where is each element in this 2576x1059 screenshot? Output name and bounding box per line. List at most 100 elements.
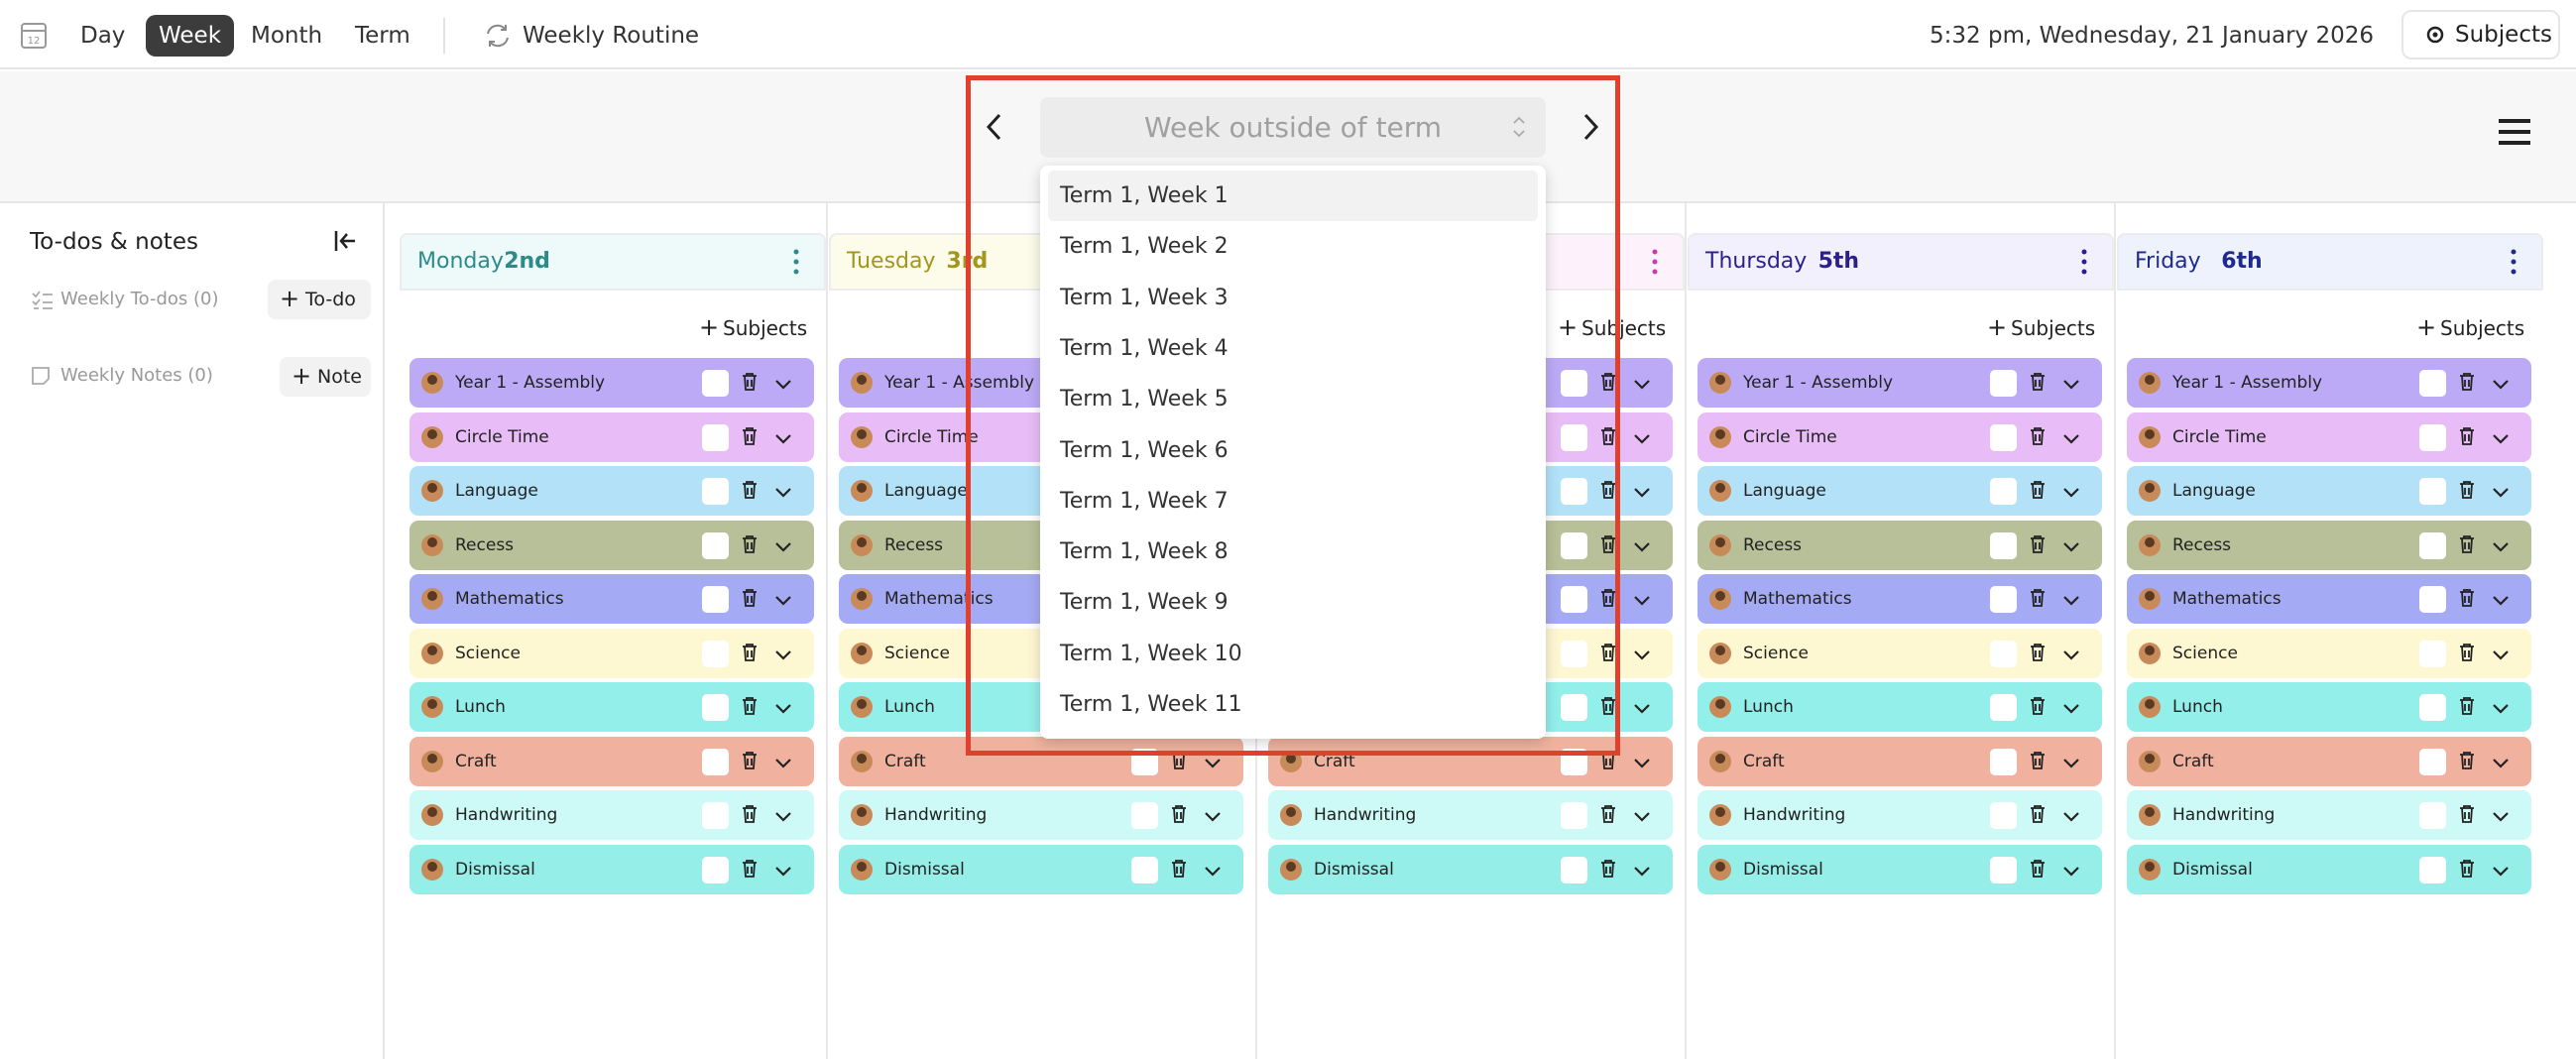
delete-icon[interactable] [2458,696,2476,720]
checkbox[interactable] [1131,802,1158,829]
week-option[interactable]: Term 1, Week 1 [1048,171,1538,221]
expand-icon[interactable] [2492,592,2510,611]
delete-icon[interactable] [1599,480,1617,504]
checkbox[interactable] [1990,748,2017,775]
checkbox[interactable] [702,478,729,505]
checkbox[interactable] [2419,586,2446,613]
expand-icon[interactable] [2062,647,2080,665]
expand-icon[interactable] [774,647,792,665]
expand-icon[interactable] [2062,808,2080,827]
expand-icon[interactable] [1633,538,1651,557]
expand-icon[interactable] [1633,592,1651,611]
lesson[interactable]: Craft [1268,736,1673,786]
checkbox[interactable] [1561,856,1587,883]
checkbox[interactable] [702,370,729,397]
expand-icon[interactable] [1633,863,1651,882]
lesson[interactable]: Dismissal [2127,844,2531,894]
delete-icon[interactable] [2029,426,2047,450]
expand-icon[interactable] [774,484,792,503]
checkbox[interactable] [702,856,729,883]
checkbox[interactable] [1990,694,2017,721]
lesson[interactable]: Craft [839,736,1243,786]
delete-icon[interactable] [741,480,759,504]
delete-icon[interactable] [2458,588,2476,612]
checkbox[interactable] [1561,423,1587,451]
expand-icon[interactable] [2492,647,2510,665]
view-tab[interactable]: Week [146,15,235,57]
delete-icon[interactable] [741,859,759,882]
checkbox[interactable] [1990,802,2017,829]
next-week[interactable] [1581,112,1601,146]
checkbox[interactable] [1561,531,1587,559]
lesson[interactable]: Handwriting [1268,790,1673,840]
delete-icon[interactable] [741,372,759,396]
delete-icon[interactable] [2458,534,2476,558]
expand-icon[interactable] [1633,647,1651,665]
day-menu[interactable] [792,249,800,279]
lesson[interactable]: Recess [2127,520,2531,570]
lesson[interactable]: Craft [1698,736,2102,786]
checkbox[interactable] [1561,802,1587,829]
expand-icon[interactable] [2492,863,2510,882]
delete-icon[interactable] [2029,859,2047,882]
expand-icon[interactable] [774,538,792,557]
todo-button[interactable]: + To-do [268,280,371,319]
delete-icon[interactable] [1599,859,1617,882]
delete-icon[interactable] [1599,426,1617,450]
delete-icon[interactable] [2029,696,2047,720]
checkbox[interactable] [1990,423,2017,451]
checkbox[interactable] [1561,478,1587,505]
checkbox[interactable] [1990,640,2017,667]
lesson[interactable]: Lunch [1698,682,2102,732]
lesson[interactable]: Mathematics [2127,574,2531,624]
checkbox[interactable] [2419,370,2446,397]
expand-icon[interactable] [1633,755,1651,773]
expand-icon[interactable] [2062,484,2080,503]
lesson[interactable]: Circle Time [2127,412,2531,462]
expand-icon[interactable] [774,755,792,773]
delete-icon[interactable] [741,804,759,828]
expand-icon[interactable] [2062,755,2080,773]
lesson[interactable]: Mathematics [1698,574,2102,624]
delete-icon[interactable] [2029,588,2047,612]
delete-icon[interactable] [1599,696,1617,720]
checkbox[interactable] [1990,531,2017,559]
lesson[interactable]: Dismissal [839,844,1243,894]
delete-icon[interactable] [741,426,759,450]
delete-icon[interactable] [1599,372,1617,396]
expand-icon[interactable] [1204,755,1222,773]
expand-icon[interactable] [774,700,792,719]
expand-icon[interactable] [1204,863,1222,882]
lesson[interactable]: Lunch [2127,682,2531,732]
lesson[interactable]: Dismissal [410,844,814,894]
expand-icon[interactable] [2492,430,2510,449]
expand-icon[interactable] [774,808,792,827]
delete-icon[interactable] [741,696,759,720]
checkbox[interactable] [1561,586,1587,613]
checkbox[interactable] [702,531,729,559]
view-tab[interactable]: Day [80,23,126,49]
lesson[interactable]: Science [410,628,814,678]
expand-icon[interactable] [2492,484,2510,503]
week-option[interactable]: Term 1, Week 3 [1048,273,1538,323]
lesson[interactable]: Language [1698,466,2102,516]
delete-icon[interactable] [1599,588,1617,612]
lesson[interactable]: Lunch [410,682,814,732]
lesson[interactable]: Recess [1698,520,2102,570]
checkbox[interactable] [1561,694,1587,721]
delete-icon[interactable] [1170,859,1188,882]
hamburger[interactable] [2499,119,2530,149]
lesson[interactable]: Mathematics [410,574,814,624]
delete-icon[interactable] [2029,534,2047,558]
expand-icon[interactable] [774,376,792,395]
delete-icon[interactable] [2029,480,2047,504]
lesson[interactable]: Year 1 - Assembly [2127,358,2531,408]
note-button[interactable]: + Note [280,357,371,397]
lesson[interactable]: Circle Time [1698,412,2102,462]
lesson[interactable]: Recess [410,520,814,570]
delete-icon[interactable] [2458,480,2476,504]
checkbox[interactable] [702,802,729,829]
delete-icon[interactable] [2029,643,2047,666]
checkbox[interactable] [2419,531,2446,559]
delete-icon[interactable] [741,588,759,612]
